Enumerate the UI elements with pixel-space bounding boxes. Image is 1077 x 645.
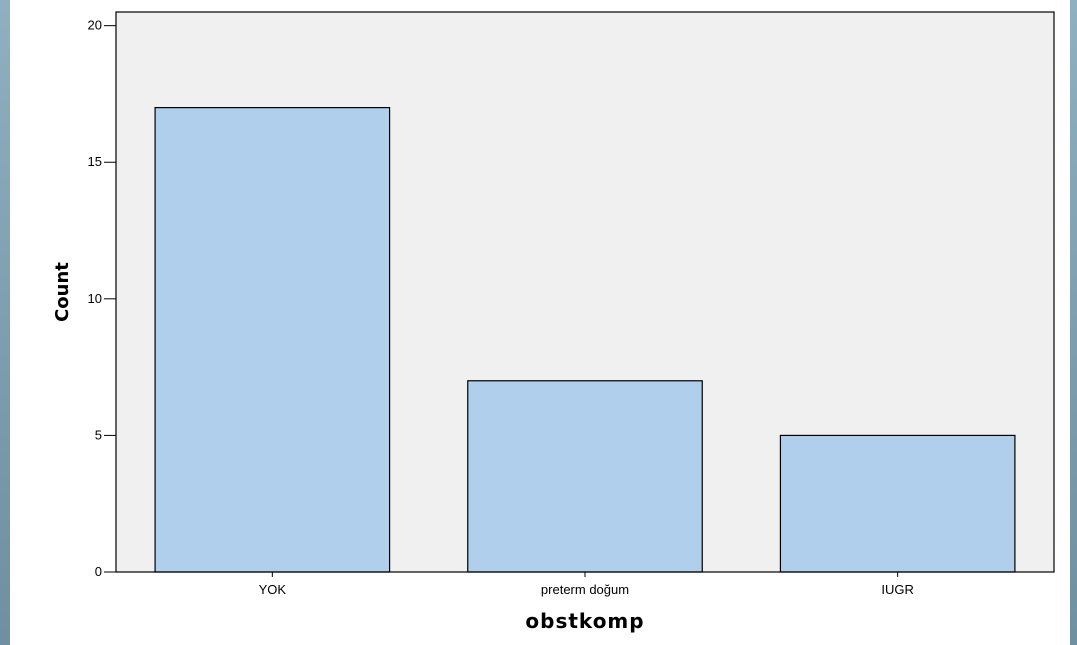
x-tick-label: preterm doğum: [541, 582, 629, 597]
bar: [779, 434, 1016, 573]
chart-canvas: 0 5 10 15 20 YOK preterm doğum IUGR obstkomp C…: [10, 0, 1070, 645]
bars-layer: [154, 107, 1016, 573]
y-tick-label: 20: [88, 18, 102, 33]
x-axis: YOK preterm doğum IUGR: [259, 572, 914, 597]
y-tick-label: 15: [88, 154, 102, 169]
y-tick-label: 0: [95, 564, 102, 579]
x-tick-label: IUGR: [881, 582, 914, 597]
y-tick-label: 5: [95, 427, 102, 442]
bar: [467, 380, 703, 573]
x-axis-title: obstkomp: [525, 609, 644, 633]
plot-frame: [115, 11, 1055, 573]
y-axis-title: Count: [52, 262, 73, 322]
y-axis: 0 5 10 15 20: [88, 18, 116, 579]
x-tick-label: YOK: [259, 582, 287, 597]
y-tick-label: 10: [88, 291, 102, 306]
bar-chart: 0 5 10 15 20 YOK preterm doğum IUGR obstkomp C…: [52, 11, 1055, 633]
bar: [154, 107, 391, 573]
